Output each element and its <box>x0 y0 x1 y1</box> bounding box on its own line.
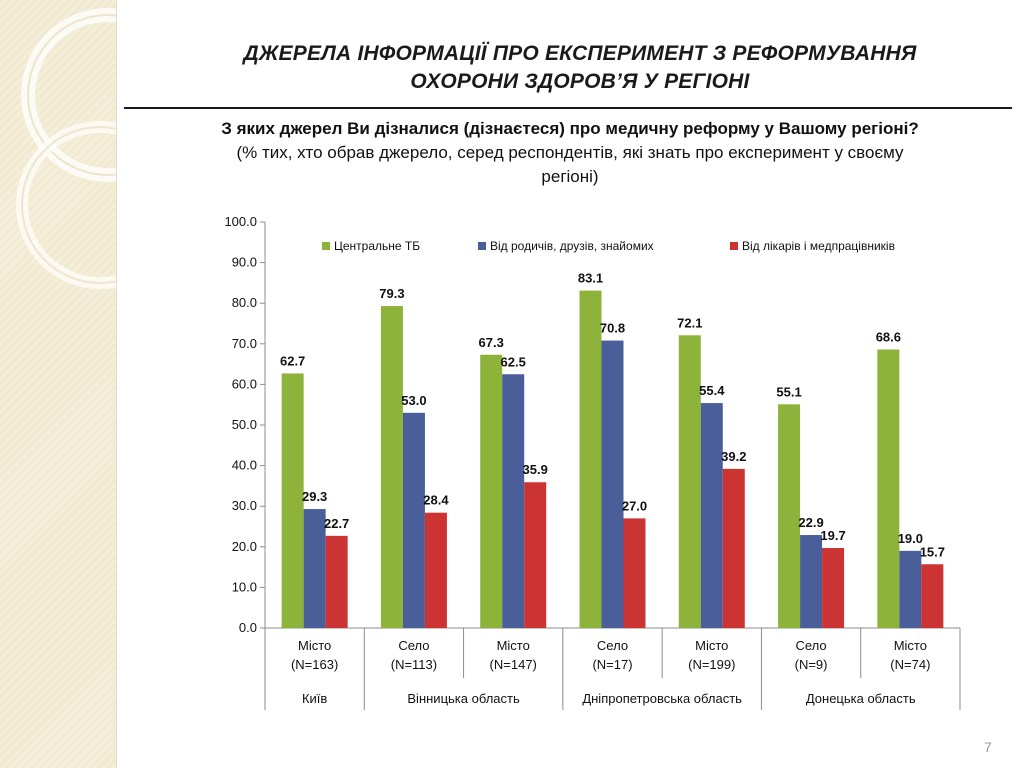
y-tick-label: 90.0 <box>232 255 257 270</box>
data-label: 79.3 <box>379 286 404 301</box>
category-sample-size: (N=74) <box>890 657 930 672</box>
bar <box>424 512 447 628</box>
y-tick-label: 30.0 <box>232 498 257 513</box>
bar <box>921 564 944 628</box>
decorative-side-panel <box>0 0 117 768</box>
legend-label: Від родичів, друзів, знайомих <box>490 239 654 253</box>
category-sample-size: (N=199) <box>688 657 735 672</box>
data-label: 28.4 <box>423 493 449 508</box>
category-sample-size: (N=147) <box>490 657 537 672</box>
data-label: 70.8 <box>600 321 625 336</box>
bar <box>877 349 900 628</box>
y-tick-label: 70.0 <box>232 336 257 351</box>
bar <box>402 412 425 628</box>
group-label: Київ <box>302 691 327 706</box>
category-sample-size: (N=9) <box>795 657 828 672</box>
data-label: 72.1 <box>677 315 702 330</box>
decorative-rings <box>16 8 116 289</box>
category-sample-size: (N=163) <box>291 657 338 672</box>
data-label: 67.3 <box>479 335 504 350</box>
bar <box>800 535 823 628</box>
survey-question: З яких джерел Ви дізналися (дізнаєтеся) … <box>220 117 920 189</box>
question-subtitle-text: (% тих, хто обрав джерело, серед респонд… <box>236 143 904 186</box>
bar <box>325 535 348 628</box>
question-main-text: З яких джерел Ви дізналися (дізнаєтеся) … <box>221 119 919 138</box>
bar <box>899 550 922 628</box>
group-label: Вінницька область <box>407 691 520 706</box>
data-label: 62.5 <box>501 354 526 369</box>
bar <box>722 468 745 628</box>
title-divider <box>124 107 1012 109</box>
legend-label: Центральне ТБ <box>334 239 420 253</box>
category-label: Місто <box>497 638 530 653</box>
slide-title-line-1: ДЖЕРЕЛА ІНФОРМАЦІЇ ПРО ЕКСПЕРИМЕНТ З РЕФ… <box>243 42 917 65</box>
bar <box>700 403 723 628</box>
data-label: 68.6 <box>876 329 901 344</box>
data-label: 62.7 <box>280 353 305 368</box>
legend-swatch <box>322 242 330 250</box>
bar <box>380 306 403 628</box>
bar <box>524 482 547 628</box>
data-label: 55.4 <box>699 383 725 398</box>
y-tick-label: 80.0 <box>232 295 257 310</box>
y-tick-label: 20.0 <box>232 539 257 554</box>
category-label: Місто <box>894 638 927 653</box>
data-label: 39.2 <box>721 449 746 464</box>
bar <box>601 340 624 628</box>
data-label: 27.0 <box>622 498 647 513</box>
category-label: Село <box>795 638 826 653</box>
data-label: 22.7 <box>324 516 349 531</box>
slide-title: ДЖЕРЕЛА ІНФОРМАЦІЇ ПРО ЕКСПЕРИМЕНТ З РЕФ… <box>160 40 1000 96</box>
bar-chart: 0.0 10.0 20.0 30.0 40.0 50.0 60.0 70.0 80.0 90.0 1… <box>224 214 961 710</box>
data-label: 19.0 <box>898 531 923 546</box>
page-number: 7 <box>984 739 992 755</box>
y-tick-label: 50.0 <box>232 417 257 432</box>
y-tick-label: 40.0 <box>232 458 257 473</box>
data-label: 53.0 <box>401 393 426 408</box>
category-label: Місто <box>695 638 728 653</box>
data-label: 22.9 <box>798 515 823 530</box>
bar <box>480 354 503 628</box>
data-label: 83.1 <box>578 271 603 286</box>
bar <box>579 290 602 628</box>
group-label: Дніпропетровська область <box>582 691 742 706</box>
bar <box>303 509 326 628</box>
legend-label: Від лікарів і медпрацівників <box>742 239 895 253</box>
bar <box>623 518 646 628</box>
data-label: 15.7 <box>920 544 945 559</box>
category-sample-size: (N=17) <box>592 657 632 672</box>
data-label: 19.7 <box>820 528 845 543</box>
y-tick-label: 60.0 <box>232 376 257 391</box>
bar <box>502 374 525 628</box>
data-label: 35.9 <box>523 462 548 477</box>
bar <box>678 335 701 628</box>
bar <box>822 548 845 628</box>
data-label: 55.1 <box>776 384 801 399</box>
category-label: Село <box>597 638 628 653</box>
category-label: Село <box>398 638 429 653</box>
bar <box>281 373 304 628</box>
category-sample-size: (N=113) <box>391 657 437 672</box>
y-tick-label: 100.0 <box>224 214 257 229</box>
bar <box>778 404 801 628</box>
group-label: Донецька область <box>806 691 916 706</box>
data-label: 29.3 <box>302 489 327 504</box>
slide-title-line-2: ОХОРОНИ ЗДОРОВ’Я У РЕГІОНІ <box>410 70 750 93</box>
category-label: Місто <box>298 638 331 653</box>
y-tick-label: 10.0 <box>232 579 257 594</box>
legend-swatch <box>478 242 486 250</box>
y-tick-label: 0.0 <box>239 620 257 635</box>
legend-swatch <box>730 242 738 250</box>
